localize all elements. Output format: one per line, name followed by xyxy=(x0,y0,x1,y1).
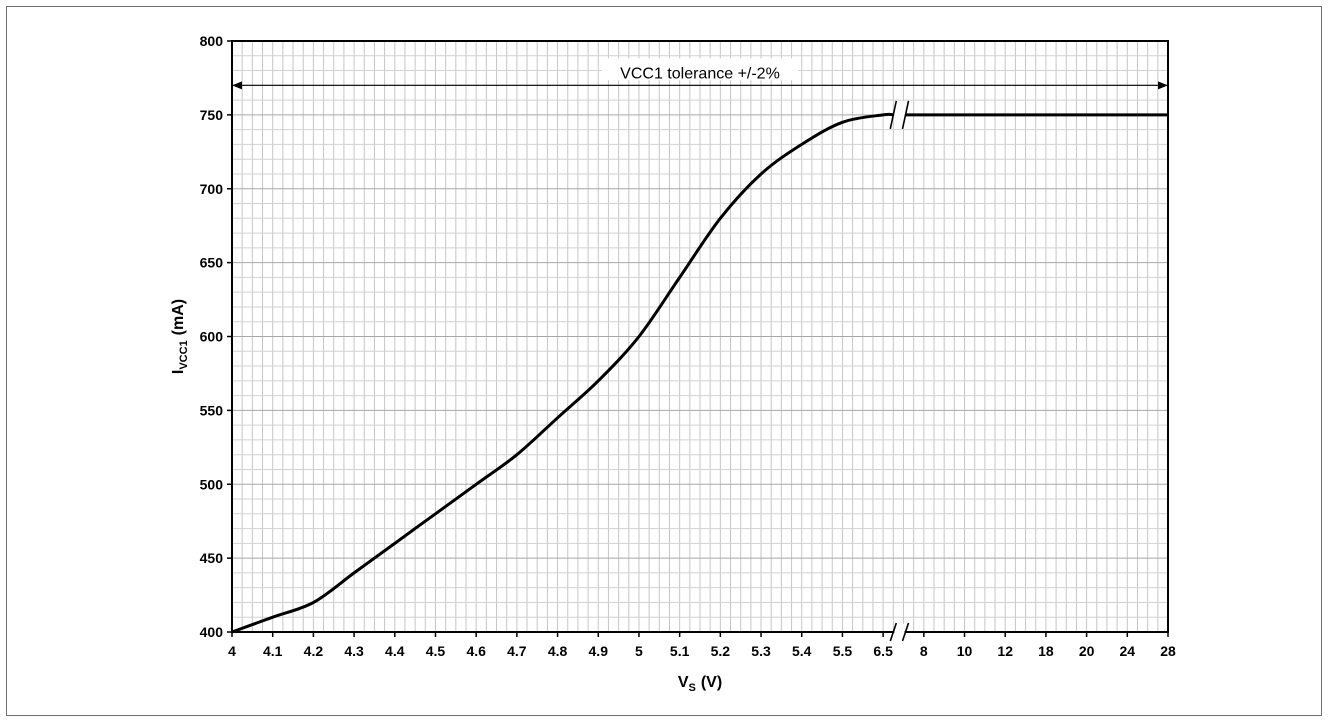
grid xyxy=(231,40,1169,633)
x-tick-label: 4 xyxy=(228,643,236,659)
x-tick-label: 4.4 xyxy=(385,643,405,659)
annotation: VCC1 tolerance +/-2% xyxy=(232,58,1168,90)
x-tick-label: 20 xyxy=(1079,643,1095,659)
x-tick-label: 5 xyxy=(635,643,643,659)
x-tick-label: 4.8 xyxy=(548,643,568,659)
axis-break-mark xyxy=(901,622,910,642)
x-tick-label: 24 xyxy=(1120,643,1136,659)
x-axis-title-sub: S xyxy=(689,682,696,694)
y-tick-label: 450 xyxy=(200,550,224,566)
tolerance-label-background xyxy=(602,58,798,81)
axis-break-mark xyxy=(901,100,910,130)
x-tick-label: 4.7 xyxy=(507,643,527,659)
series xyxy=(231,100,1168,642)
axis-break-gap xyxy=(894,624,905,640)
y-axis-title: IVCC1 (mA) xyxy=(170,299,190,374)
x-tick-label: 5.5 xyxy=(833,643,853,659)
axis-break-gap xyxy=(894,100,905,129)
x-axis-title-main: V xyxy=(678,674,689,691)
x-tick-label: 5.1 xyxy=(670,643,690,659)
x-tick-label: 5.2 xyxy=(711,643,731,659)
x-tick-label: 18 xyxy=(1038,643,1054,659)
x-tick-label: 5.3 xyxy=(751,643,771,659)
y-axis-title-main: I xyxy=(170,370,187,374)
axes xyxy=(227,40,1169,637)
tolerance-label: VCC1 tolerance +/-2% xyxy=(620,65,780,82)
tolerance-arrow-head-right xyxy=(1158,81,1168,90)
y-tick-label: 600 xyxy=(200,329,224,345)
y-tick-label: 500 xyxy=(200,476,224,492)
x-tick-label: 8 xyxy=(920,643,928,659)
x-axis-title: VS (V) xyxy=(678,674,722,694)
x-tick-label: 4.9 xyxy=(589,643,609,659)
x-tick-label: 4.6 xyxy=(466,643,486,659)
y-axis-title-unit: (mA) xyxy=(170,299,187,335)
y-tick-label: 400 xyxy=(200,624,224,640)
series-line xyxy=(231,112,894,634)
x-tick-label: 4.2 xyxy=(304,643,324,659)
tolerance-arrow-head-left xyxy=(232,81,242,90)
x-tick-label: 4.5 xyxy=(426,643,446,659)
x-tick-label: 28 xyxy=(1160,643,1176,659)
figure-frame xyxy=(6,6,1322,716)
x-tick-label: 5.4 xyxy=(792,643,812,659)
y-tick-labels: 400 450 500 550 600 650 700 750 800 xyxy=(200,33,224,640)
axis-break-mark xyxy=(889,100,898,130)
x-tick-label: 4.3 xyxy=(344,643,364,659)
y-tick-label: 750 xyxy=(200,107,224,123)
y-tick-label: 650 xyxy=(200,255,224,271)
x-axis-title-unit: (V) xyxy=(701,674,722,691)
x-tick-label: 12 xyxy=(997,643,1013,659)
y-axis-title-sub: VCC1 xyxy=(178,340,190,369)
x-tick-label: 10 xyxy=(957,643,973,659)
y-tick-label: 550 xyxy=(200,402,224,418)
y-tick-label: 800 xyxy=(200,33,224,49)
x-tick-labels: 4 4.1 4.2 4.3 4.4 4.5 4.6 4.7 4.8 4.9 5 5.1 5.2 5.3 5.… xyxy=(228,643,1176,659)
x-tick-label: 6.5 xyxy=(873,643,893,659)
x-tick-label: 4.1 xyxy=(263,643,283,659)
y-tick-label: 700 xyxy=(200,181,224,197)
axis-break-mark xyxy=(889,622,898,642)
